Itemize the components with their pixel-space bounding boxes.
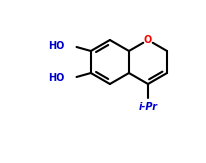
Text: i-Pr: i-Pr: [138, 102, 157, 112]
Text: O: O: [143, 35, 151, 45]
Text: HO: HO: [48, 41, 64, 51]
Text: HO: HO: [48, 73, 64, 83]
